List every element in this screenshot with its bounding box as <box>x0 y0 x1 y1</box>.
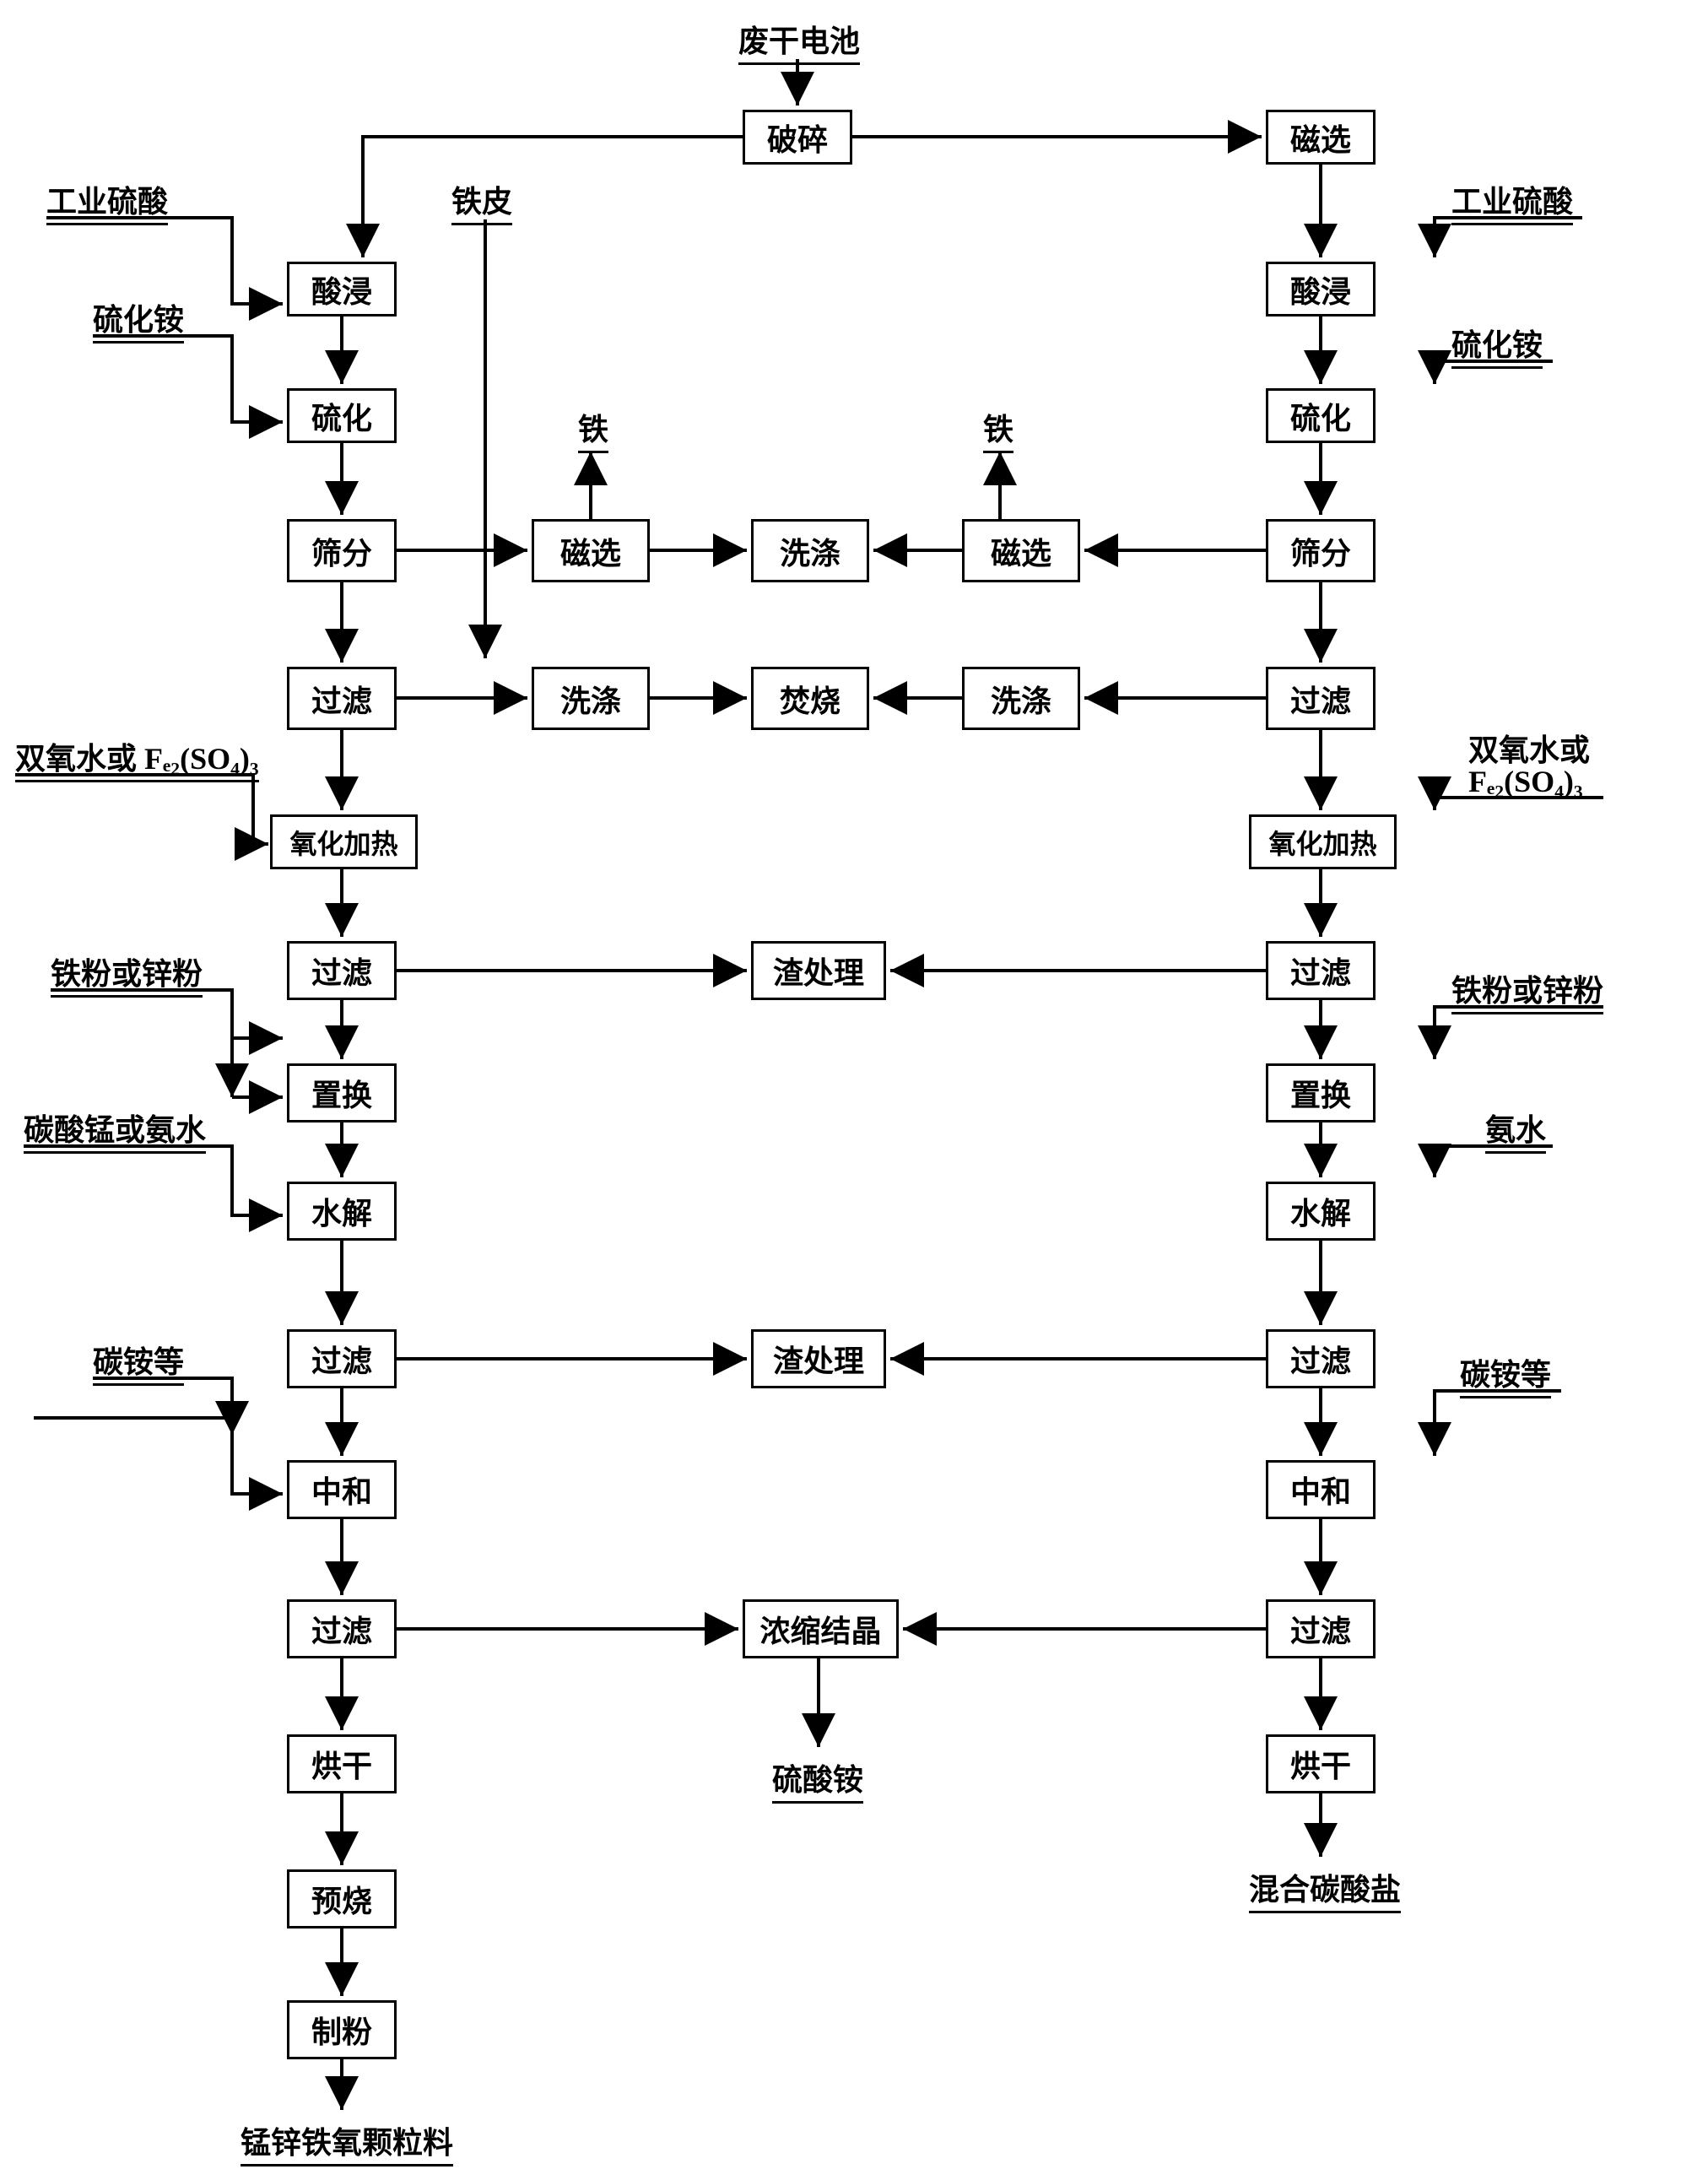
node-r-filter4: 过滤 <box>1266 1599 1376 1658</box>
node-l-sulfur: 硫化 <box>287 388 397 443</box>
label-left-sulfide: 硫化铵 <box>93 295 184 343</box>
node-r-acid: 酸浸 <box>1266 262 1376 316</box>
node-r-hyd: 水解 <box>1266 1182 1376 1241</box>
label-left-carbon: 碳铵等 <box>93 1338 184 1386</box>
node-l-dry: 烘干 <box>287 1734 397 1793</box>
label-left-acid: 工业硫酸 <box>46 177 168 225</box>
node-l-replace: 置换 <box>287 1063 397 1122</box>
label-left-powder: 铁粉或锌粉 <box>51 949 203 998</box>
node-l-filter2: 过滤 <box>287 941 397 1000</box>
label-mixed-carb: 混合碳酸盐 <box>1249 1865 1401 1913</box>
node-l-sieve: 筛分 <box>287 519 397 582</box>
node-wash-mid: 洗涤 <box>751 519 869 582</box>
label-right-sulfide: 硫化铵 <box>1451 321 1543 369</box>
node-magsel-l: 磁选 <box>532 519 650 582</box>
node-r-filter3: 过滤 <box>1266 1329 1376 1388</box>
label-ammonium: 硫酸铵 <box>772 1755 863 1804</box>
label-iron-right: 铁 <box>983 405 1013 453</box>
title-label: 废干电池 <box>738 17 860 65</box>
node-l-filter3: 过滤 <box>287 1329 397 1388</box>
label-right-oxid2: Fₑ₂(SO₄)₃ <box>1468 764 1583 801</box>
node-r-filter1: 过滤 <box>1266 667 1376 730</box>
node-wash-l2: 洗涤 <box>532 667 650 730</box>
node-l-hyd: 水解 <box>287 1182 397 1241</box>
node-crush: 破碎 <box>743 110 852 165</box>
label-iron-left: 铁 <box>578 405 608 453</box>
node-presinter: 预烧 <box>287 1869 397 1928</box>
label-right-carbon: 碳铵等 <box>1460 1350 1551 1398</box>
label-right-acid: 工业硫酸 <box>1451 177 1573 225</box>
node-l-neut: 中和 <box>287 1460 397 1519</box>
node-slag2: 渣处理 <box>751 1329 886 1388</box>
label-right-powder: 铁粉或锌粉 <box>1451 966 1603 1014</box>
node-r-sieve: 筛分 <box>1266 519 1376 582</box>
node-r-sulfur: 硫化 <box>1266 388 1376 443</box>
node-slag1: 渣处理 <box>751 941 886 1000</box>
node-r-neut: 中和 <box>1266 1460 1376 1519</box>
node-l-filter1: 过滤 <box>287 667 397 730</box>
node-r-oxheat: 氧化加热 <box>1249 814 1397 869</box>
node-magsel-top: 磁选 <box>1266 110 1376 165</box>
label-left-hydin: 碳酸锰或氨水 <box>24 1106 206 1154</box>
node-l-oxheat: 氧化加热 <box>270 814 418 869</box>
node-conc: 浓缩结晶 <box>743 1599 899 1658</box>
node-l-filter4: 过滤 <box>287 1599 397 1658</box>
node-r-filter2: 过滤 <box>1266 941 1376 1000</box>
node-r-dry: 烘干 <box>1266 1734 1376 1793</box>
node-wash-r2: 洗涤 <box>962 667 1080 730</box>
node-l-acid: 酸浸 <box>287 262 397 316</box>
node-r-replace: 置换 <box>1266 1063 1376 1122</box>
node-powder: 制粉 <box>287 2000 397 2059</box>
node-burn: 焚烧 <box>751 667 869 730</box>
label-iron-skin: 铁皮 <box>451 177 512 225</box>
label-left-oxid: 双氧水或 Fₑ₂(SO₄)₃ <box>15 734 259 782</box>
node-magsel-r: 磁选 <box>962 519 1080 582</box>
label-ferrite: 锰锌铁氧颗粒料 <box>241 2118 453 2166</box>
label-right-hydin: 氨水 <box>1485 1106 1546 1154</box>
